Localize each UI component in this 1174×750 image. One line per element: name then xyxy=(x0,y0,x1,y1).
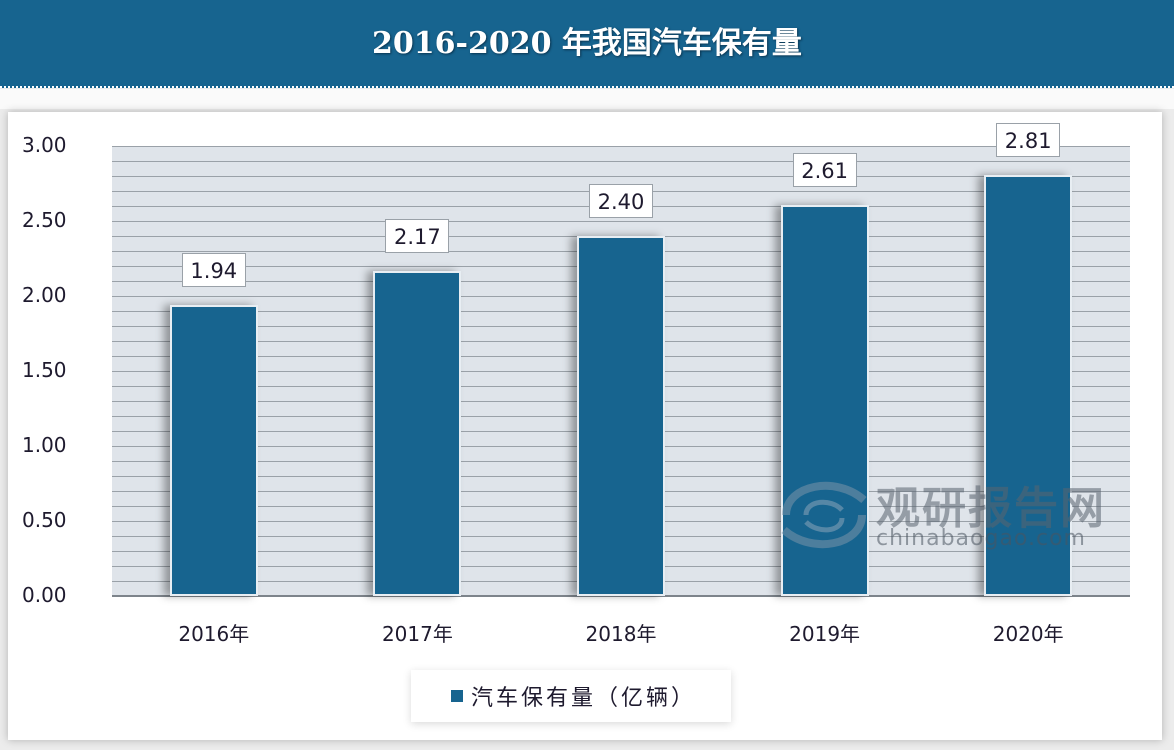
legend: 汽车保有量（亿辆） xyxy=(411,670,731,722)
x-tick-label: 2018年 xyxy=(585,622,657,646)
data-label: 2.61 xyxy=(792,152,857,187)
chart-title: 2016-2020 年我国汽车保有量 xyxy=(372,26,802,61)
legend-swatch xyxy=(451,690,463,702)
x-axis-line xyxy=(112,595,1130,597)
gridline xyxy=(112,221,1130,222)
data-label: 2.40 xyxy=(589,184,653,218)
y-tick-label: 2.50 xyxy=(22,208,67,232)
x-tick-label: 2020年 xyxy=(992,622,1064,646)
y-tick-label: 2.00 xyxy=(22,283,67,307)
title-banner: 2016-2020 年我国汽车保有量 xyxy=(0,0,1174,88)
y-tick-label: 3.00 xyxy=(22,133,67,157)
x-tick-label: 2017年 xyxy=(381,622,453,646)
gridline xyxy=(112,146,1130,147)
watermark-logo-icon xyxy=(781,481,867,549)
watermark-cn: 观研报告网 xyxy=(876,483,1106,534)
gridline xyxy=(112,176,1130,177)
bar xyxy=(169,305,258,596)
y-tick-label: 0.50 xyxy=(22,508,67,532)
bar xyxy=(984,174,1073,596)
gridline xyxy=(112,161,1130,162)
data-label: 2.81 xyxy=(996,122,1061,157)
x-tick-label: 2016年 xyxy=(178,622,250,646)
watermark-en: chinabaogao.com xyxy=(876,526,1086,551)
x-tick-label: 2019年 xyxy=(789,622,861,646)
data-label: 2.17 xyxy=(385,218,450,253)
y-tick-label: 1.00 xyxy=(22,433,67,457)
legend-label: 汽车保有量（亿辆） xyxy=(471,686,697,711)
y-tick-label: 1.50 xyxy=(22,358,67,382)
bar xyxy=(577,236,665,596)
data-label: 1.94 xyxy=(181,253,246,287)
banner-gap xyxy=(0,89,1174,109)
bar xyxy=(373,270,462,596)
y-tick-label: 0.00 xyxy=(22,583,67,607)
watermark: 观研报告网 chinabaogao.com xyxy=(776,470,1136,560)
